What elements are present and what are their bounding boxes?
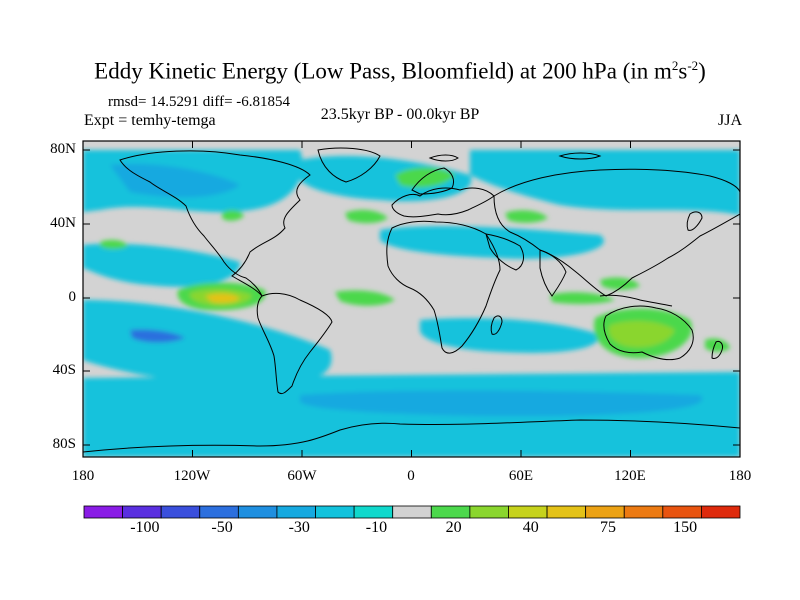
season-label: JJA [717,112,742,129]
contour-pos-pacific-north [100,239,128,249]
coast-japan [686,211,703,231]
colorbar-swatch [623,505,664,519]
x-label-120e: 120E [614,468,646,484]
colorbar-label: 150 [673,519,698,536]
colorbar-swatch [469,505,509,519]
colorbar-label: -100 [130,519,160,536]
colorbar-label: 20 [445,519,462,536]
coast-north-america [119,150,311,297]
colorbar-swatch [276,505,316,519]
colorbar-swatch [237,505,278,519]
colorbar-swatch [585,505,625,519]
coast-south-america [256,292,333,395]
coast-arctic-islands [428,152,602,162]
colorbar-swatch [392,505,432,519]
contour-pos-new-zealand [705,338,730,352]
x-label-180w: 180 [71,468,95,484]
contour-field [83,150,740,457]
subtitle: 23.5kyr BP - 00.0kyr BP [320,106,480,123]
contour-pos-australia-core [608,320,675,348]
colorbar [83,505,741,519]
colorbar-label: -30 [288,519,310,536]
contour-pos-atlantic [335,290,395,306]
coast-indonesia [599,294,673,307]
stats-text: rmsd= 14.5291 diff= -6.81854 [108,94,291,110]
y-label-eq: 0 [68,289,77,305]
colorbar-swatch [315,505,355,519]
axis-ticks [82,141,741,457]
contour-pos-indian-ocean [550,292,615,305]
colorbar-swatch [353,505,394,519]
contour-neg-indian [420,318,600,353]
contour-pos-scandinavia [395,167,455,188]
y-label-80s: 80S [52,436,76,452]
contour-neg-pacific-blue [130,329,185,343]
x-label-0: 0 [407,468,415,484]
contour-neg-north-africa [380,226,604,259]
colorbar-swatch [546,505,587,519]
contour-pos-mediterranean [505,210,548,223]
contour-neg-north-atlantic [300,155,472,202]
coastlines [83,147,740,453]
colorbar-swatch [701,505,741,519]
colorbar-swatch [430,505,471,519]
contour-neg-canada [110,163,240,198]
colorbar-swatch [122,505,162,519]
y-label-80n: 80N [50,141,76,157]
chart-title: Eddy Kinetic Energy (Low Pass, Bloomfiel… [94,58,706,84]
x-label-60e: 60E [508,468,534,484]
contour-pos-alaska [222,210,244,221]
coast-new-zealand [711,341,723,359]
contour-neg-tropical-pacific [83,243,240,287]
contour-neg-eurasia [470,150,740,215]
colorbar-label: 40 [522,519,539,536]
contour-pos-north-atlantic [345,209,388,224]
colorbar-label: 75 [599,519,616,536]
contour-neg-south-band [300,390,703,417]
y-label-40s: 40S [52,362,76,378]
x-label-60w: 60W [287,468,317,484]
coast-australia [603,305,694,361]
experiment-label: Expt = temhy-temga [84,112,216,129]
colorbar-swatch [199,505,239,519]
x-label-180e: 180 [728,468,752,484]
colorbar-swatch [83,505,123,519]
x-label-120w: 120W [173,468,211,484]
coast-greenland [317,147,381,183]
colorbar-swatch [160,505,201,519]
contour-neg-antarctic-edge [83,438,740,457]
colorbar-label: -10 [365,519,388,536]
coast-scandinavia [411,167,455,195]
coast-antarctica [83,419,740,453]
coast-arabia [485,233,524,271]
contour-pos-east-pacific-peak [205,293,240,303]
colorbar-swatch [508,505,548,519]
coast-madagascar [490,315,503,335]
contour-neg-south-pacific [83,300,332,385]
colorbar-label: -50 [211,519,233,536]
coast-africa [386,220,501,354]
y-label-40n: 40N [50,215,76,231]
colorbar-swatch [662,505,702,519]
coast-india [539,249,567,297]
